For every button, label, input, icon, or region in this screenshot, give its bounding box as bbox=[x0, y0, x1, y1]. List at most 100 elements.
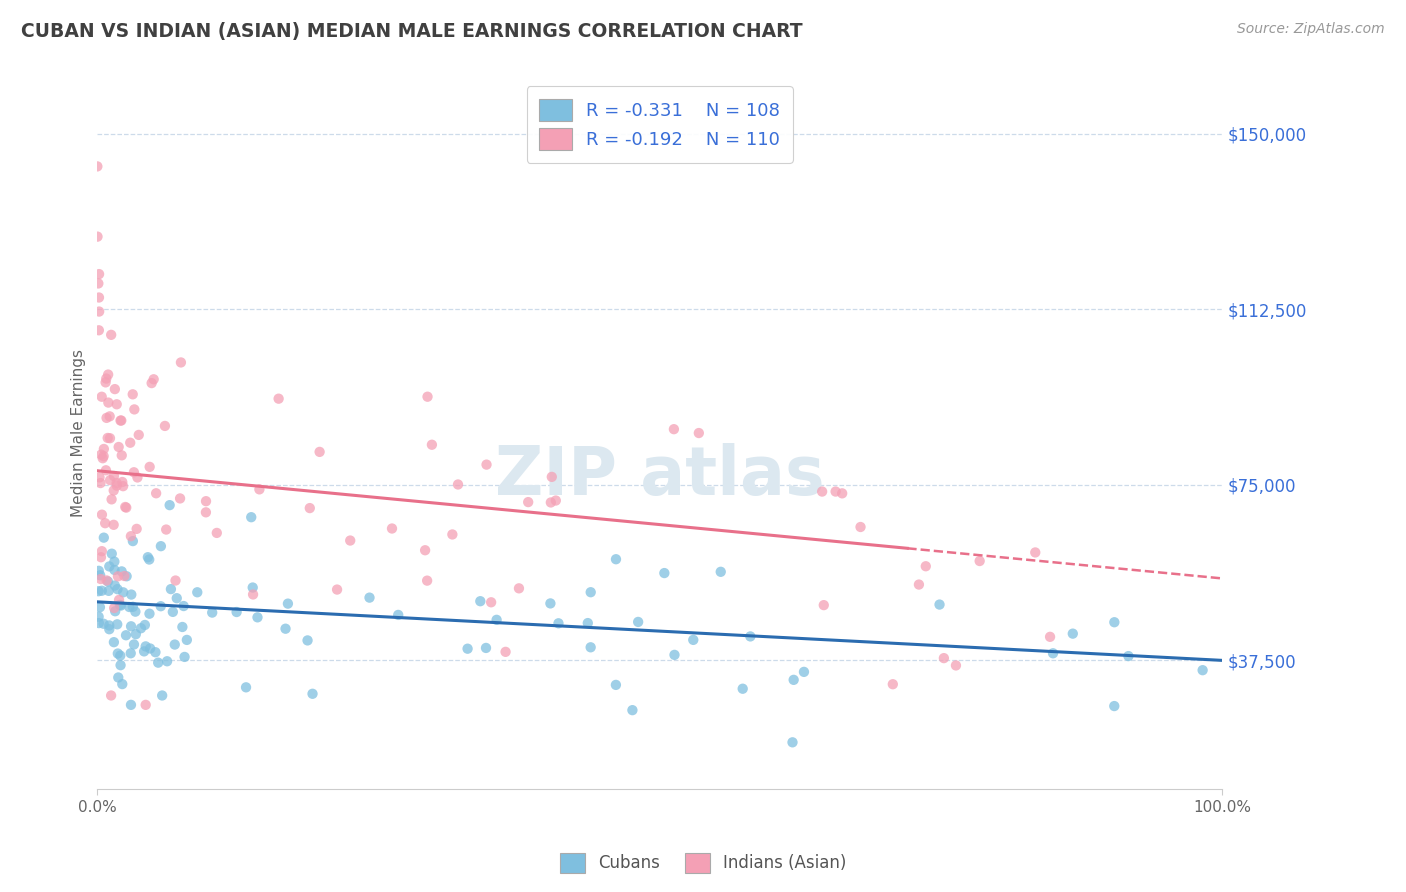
Point bbox=[107, 647, 129, 661]
Point bbox=[132, 644, 155, 658]
Point bbox=[108, 593, 131, 607]
Point bbox=[129, 621, 152, 635]
Point bbox=[387, 607, 409, 622]
Point bbox=[298, 501, 321, 516]
Point bbox=[297, 633, 319, 648]
Point bbox=[165, 574, 187, 588]
Point bbox=[100, 492, 122, 507]
Point bbox=[928, 598, 950, 612]
Point bbox=[145, 486, 167, 500]
Point bbox=[142, 372, 165, 386]
Point bbox=[470, 594, 492, 608]
Point bbox=[105, 617, 128, 632]
Point bbox=[90, 572, 112, 586]
Point bbox=[782, 735, 804, 749]
Point bbox=[1042, 646, 1064, 660]
Point bbox=[124, 402, 146, 417]
Point bbox=[160, 582, 183, 596]
Point bbox=[136, 550, 159, 565]
Point bbox=[149, 539, 172, 553]
Point bbox=[110, 413, 132, 427]
Point bbox=[793, 665, 815, 679]
Point bbox=[447, 477, 470, 491]
Point bbox=[115, 500, 138, 515]
Point bbox=[112, 585, 135, 599]
Point bbox=[914, 559, 936, 574]
Point bbox=[381, 521, 404, 535]
Point bbox=[103, 635, 125, 649]
Point bbox=[163, 638, 186, 652]
Point bbox=[156, 654, 179, 668]
Point bbox=[105, 478, 128, 492]
Point bbox=[94, 376, 117, 390]
Point bbox=[621, 703, 644, 717]
Point bbox=[1104, 615, 1126, 630]
Point bbox=[172, 620, 194, 634]
Point bbox=[169, 491, 191, 506]
Point bbox=[112, 569, 135, 583]
Point bbox=[103, 555, 125, 569]
Point bbox=[475, 458, 498, 472]
Point bbox=[547, 616, 569, 631]
Point bbox=[138, 552, 160, 566]
Point bbox=[93, 449, 115, 463]
Point bbox=[517, 495, 540, 509]
Point bbox=[103, 563, 125, 577]
Point bbox=[121, 599, 143, 614]
Point bbox=[242, 581, 264, 595]
Point bbox=[97, 368, 120, 382]
Point bbox=[103, 517, 125, 532]
Point bbox=[108, 598, 131, 612]
Point bbox=[120, 619, 142, 633]
Point bbox=[127, 470, 149, 484]
Point bbox=[128, 428, 150, 442]
Point bbox=[882, 677, 904, 691]
Point bbox=[122, 637, 145, 651]
Point bbox=[107, 582, 129, 597]
Point bbox=[301, 687, 323, 701]
Point bbox=[110, 648, 132, 663]
Point bbox=[945, 658, 967, 673]
Point bbox=[139, 641, 162, 656]
Point bbox=[93, 531, 115, 545]
Point bbox=[98, 431, 121, 445]
Point bbox=[155, 523, 177, 537]
Point bbox=[98, 409, 121, 424]
Point bbox=[831, 486, 853, 500]
Point bbox=[93, 616, 115, 631]
Y-axis label: Median Male Earnings: Median Male Earnings bbox=[72, 350, 86, 517]
Point bbox=[90, 544, 112, 558]
Point bbox=[495, 645, 517, 659]
Point bbox=[1191, 663, 1213, 677]
Point bbox=[135, 698, 157, 712]
Point bbox=[89, 304, 111, 318]
Point bbox=[544, 493, 567, 508]
Point bbox=[120, 529, 142, 543]
Point bbox=[811, 484, 834, 499]
Point bbox=[98, 618, 121, 632]
Point bbox=[150, 689, 173, 703]
Point bbox=[89, 470, 111, 484]
Point bbox=[97, 574, 120, 589]
Point bbox=[173, 649, 195, 664]
Point bbox=[145, 645, 167, 659]
Point bbox=[1024, 545, 1046, 559]
Point bbox=[103, 483, 125, 498]
Point bbox=[104, 604, 127, 618]
Point bbox=[97, 431, 120, 445]
Point bbox=[105, 475, 128, 490]
Point bbox=[100, 689, 122, 703]
Point bbox=[100, 327, 122, 342]
Point bbox=[114, 500, 136, 514]
Point bbox=[654, 566, 676, 580]
Point bbox=[91, 451, 114, 466]
Point bbox=[1104, 699, 1126, 714]
Point bbox=[90, 550, 112, 565]
Point bbox=[540, 495, 562, 509]
Point bbox=[153, 419, 176, 434]
Point bbox=[103, 469, 125, 483]
Point bbox=[120, 435, 142, 450]
Point bbox=[475, 640, 498, 655]
Point bbox=[107, 670, 129, 684]
Point bbox=[308, 445, 330, 459]
